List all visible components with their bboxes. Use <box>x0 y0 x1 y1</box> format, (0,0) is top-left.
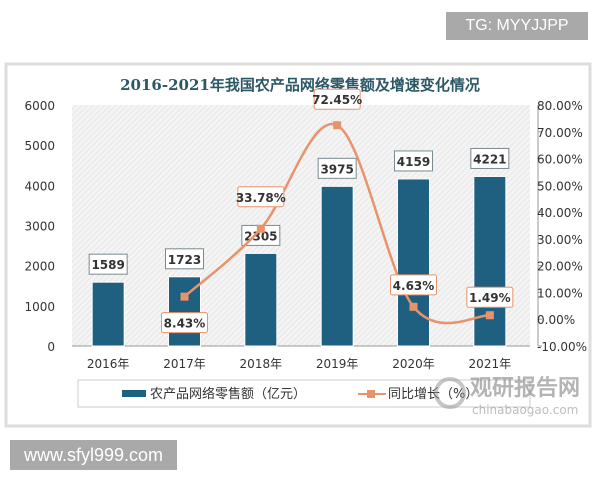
left-tick-label: 4000 <box>24 179 55 193</box>
legend-bar-swatch <box>122 390 146 397</box>
x-tick-label: 2017年 <box>163 357 206 371</box>
bar <box>320 185 354 347</box>
x-tick-label: 2021年 <box>469 357 512 371</box>
x-tick-label: 2020年 <box>392 357 435 371</box>
chart-title: 2016-2021年我国农产品网络零售额及增速变化情况 <box>120 76 480 94</box>
line-data-label: 4.63% <box>393 279 435 293</box>
line-marker <box>180 292 189 301</box>
logo-watermark: 观研报告网 chinabaogao.com <box>434 376 580 417</box>
line-label-box <box>466 286 514 308</box>
bar-label-box <box>88 253 128 275</box>
bar <box>473 175 507 347</box>
right-tick-label: 20.00% <box>537 260 583 274</box>
left-tick-label: 0 <box>47 340 55 354</box>
right-tick-label: 30.00% <box>537 233 583 247</box>
line-data-label: 33.78% <box>236 191 286 205</box>
tg-watermark: TG: MYYJJPP <box>446 12 588 40</box>
bar-label-box <box>317 157 357 179</box>
left-tick-label: 5000 <box>24 139 55 153</box>
line-data-label: 8.43% <box>164 317 206 331</box>
bar <box>244 252 278 347</box>
left-tick-label: 6000 <box>24 99 55 113</box>
x-tick-label: 2018年 <box>240 357 283 371</box>
line-label-box <box>390 274 437 296</box>
line-marker <box>485 311 494 320</box>
bar-label-box <box>165 248 204 270</box>
legend-bar-label: 农产品网络零售额（亿元） <box>150 386 306 402</box>
bar-label-box <box>394 150 433 172</box>
line-label-box <box>161 312 208 334</box>
right-tick-label: 80.00% <box>537 99 583 113</box>
bar-data-label: 4159 <box>397 155 430 169</box>
left-tick-label: 3000 <box>24 220 55 234</box>
bar-data-label: 1589 <box>91 258 124 272</box>
line-marker <box>333 121 342 130</box>
bar-data-label: 4221 <box>473 152 506 166</box>
right-tick-label: 10.00% <box>537 286 583 300</box>
right-tick-label: -10.00% <box>537 340 587 354</box>
right-tick-label: 60.00% <box>537 153 583 167</box>
site-watermark: www.sfyl999.com <box>10 440 177 470</box>
right-tick-label: 40.00% <box>537 206 583 220</box>
svg-text:chinabaogao.com: chinabaogao.com <box>472 403 578 417</box>
line-label-box <box>313 88 361 110</box>
legend: 农产品网络零售额（亿元） 同比增长（%） <box>77 379 531 408</box>
plot-area <box>72 105 530 346</box>
line-marker <box>256 224 265 233</box>
line-data-label: 72.45% <box>312 93 362 107</box>
bar-data-label: 3975 <box>320 162 353 176</box>
x-tick-label: 2016年 <box>87 357 130 371</box>
legend-line-marker <box>367 390 375 398</box>
line-data-label: 1.49% <box>469 291 511 305</box>
bar <box>397 178 430 347</box>
bar-data-label: 1723 <box>168 253 201 267</box>
svg-text:观研报告网: 观研报告网 <box>470 376 580 401</box>
right-tick-label: 50.00% <box>537 179 583 193</box>
bar-data-label: 2305 <box>244 229 277 243</box>
x-tick-label: 2019年 <box>316 357 359 371</box>
right-tick-label: 0.00% <box>537 313 575 327</box>
bar-label-box <box>470 147 510 169</box>
left-tick-label: 1000 <box>24 300 55 314</box>
bar <box>91 281 125 347</box>
legend-line-label: 同比增长（%） <box>388 387 478 402</box>
line-label-box <box>237 186 285 208</box>
left-tick-label: 2000 <box>24 260 55 274</box>
right-tick-label: 70.00% <box>537 126 583 140</box>
line-marker <box>409 302 418 311</box>
